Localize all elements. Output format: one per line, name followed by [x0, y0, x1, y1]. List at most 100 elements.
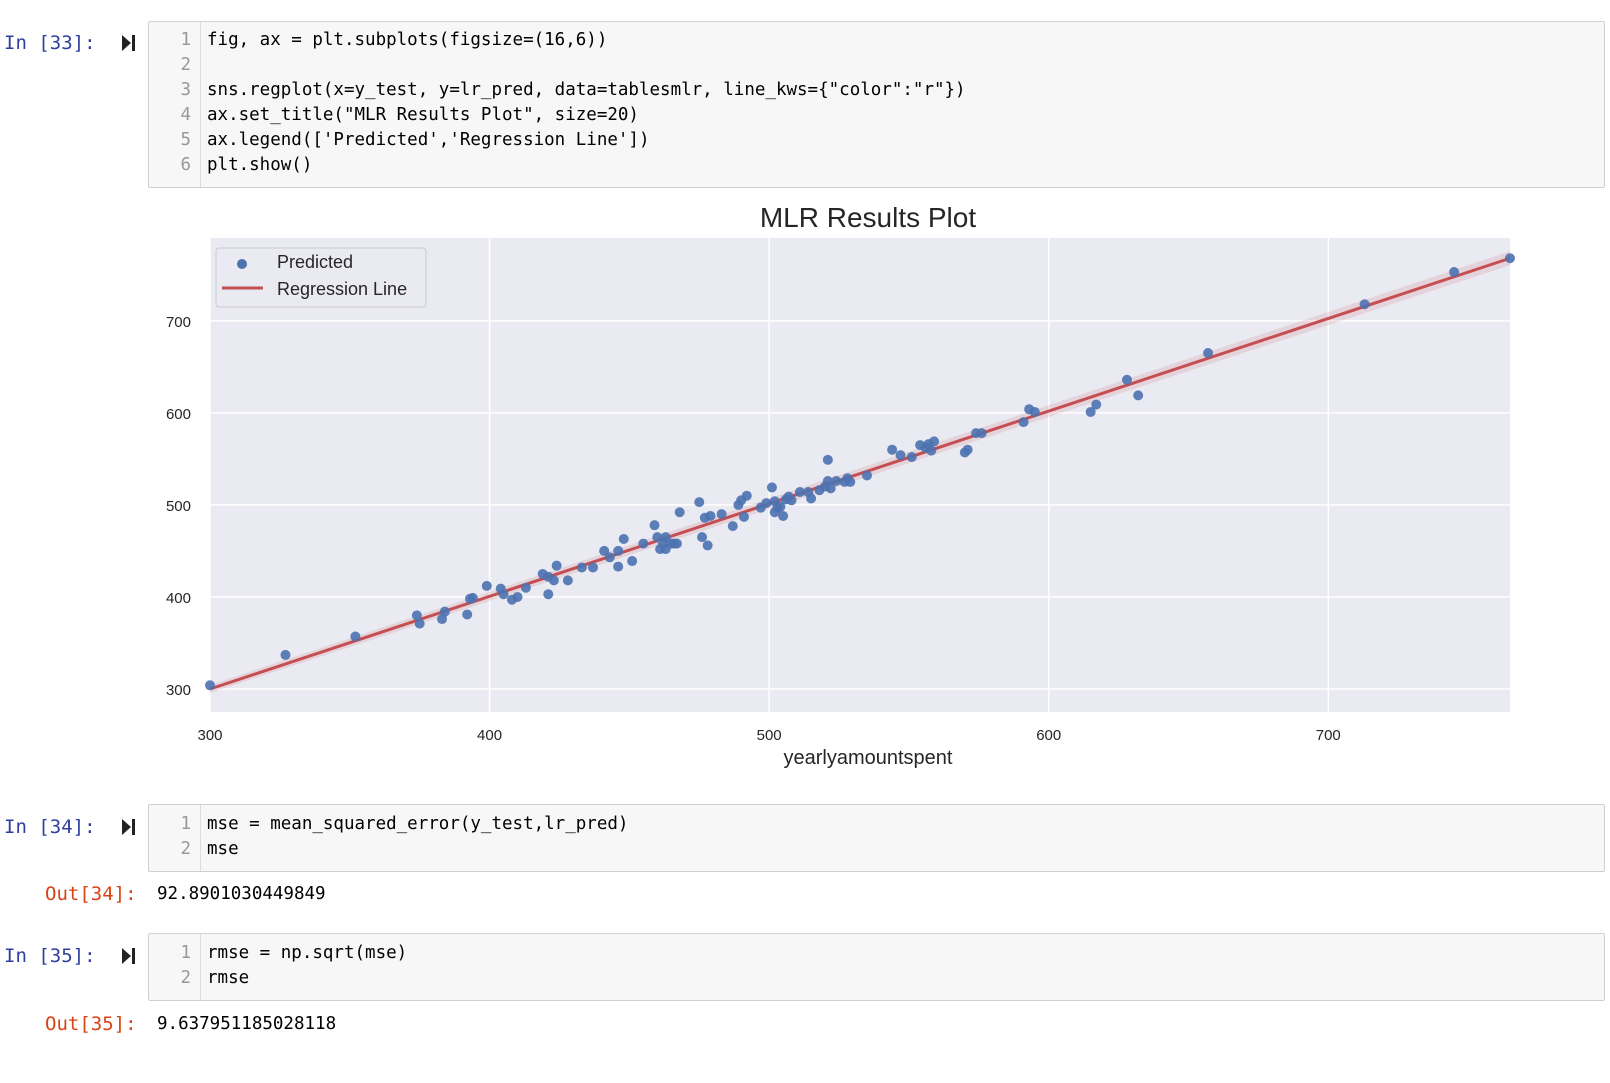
data-point — [778, 510, 789, 521]
input-prompt: In [33]: — [4, 32, 96, 54]
output-prompt: Out[34]: — [45, 883, 137, 905]
data-point — [738, 511, 749, 522]
data-point — [786, 495, 797, 506]
data-point — [727, 521, 738, 532]
data-point — [649, 520, 660, 531]
data-point — [414, 618, 425, 629]
output-prompt: Out[35]: — [45, 1013, 137, 1035]
data-point — [350, 631, 361, 642]
data-point — [660, 532, 671, 543]
gutter-separator — [200, 934, 201, 1000]
data-point — [926, 445, 937, 456]
data-point — [543, 589, 554, 600]
data-point — [205, 680, 215, 691]
data-point — [411, 610, 422, 621]
output-value: 92.8901030449849 — [157, 884, 326, 904]
code-line: 2 — [149, 55, 1604, 81]
data-point — [775, 501, 786, 512]
code-editor[interactable]: 1 fig, ax = plt.subplots(figsize=(16,6))… — [148, 21, 1605, 188]
data-point — [887, 444, 898, 455]
data-point — [1203, 348, 1214, 359]
data-point — [588, 562, 599, 573]
line-number: 2 — [180, 968, 191, 988]
data-point — [845, 476, 856, 487]
data-point — [861, 470, 872, 481]
regression-line — [209, 256, 1511, 691]
data-point — [1029, 406, 1040, 417]
code-text[interactable]: mse — [207, 839, 239, 859]
run-cell-icon[interactable] — [121, 33, 137, 53]
run-cell-icon[interactable] — [121, 946, 137, 966]
data-point — [467, 592, 478, 603]
y-tick-label: 600 — [166, 406, 191, 423]
code-editor[interactable]: 1 mse = mean_squared_error(y_test,lr_pre… — [148, 804, 1605, 872]
code-text[interactable]: rmse = np.sqrt(mse) — [207, 943, 408, 963]
legend-label-regression-line: Regression Line — [277, 279, 407, 299]
code-text[interactable]: fig, ax = plt.subplots(figsize=(16,6)) — [207, 30, 608, 50]
data-point — [761, 498, 772, 509]
code-line: 3 sns.regplot(x=y_test, y=lr_pred, data=… — [149, 80, 1604, 106]
mlr-results-chart: MLR Results Plot 300 400 500 600 700 300 400 5… — [166, 202, 1515, 769]
data-point — [462, 609, 473, 620]
data-point — [548, 575, 559, 586]
input-prompt: In [35]: — [4, 945, 96, 967]
x-tick-label: 700 — [1316, 727, 1341, 744]
data-point — [520, 582, 531, 593]
code-text[interactable]: mse = mean_squared_error(y_test,lr_pred) — [207, 814, 629, 834]
code-line: 2 mse — [149, 839, 1604, 865]
code-line: 1 rmse = np.sqrt(mse) — [149, 943, 1604, 969]
data-point — [1505, 253, 1515, 264]
data-point — [716, 509, 727, 520]
y-tick-label: 300 — [166, 682, 191, 699]
data-point — [825, 483, 836, 494]
line-number: 1 — [180, 30, 191, 50]
data-point — [562, 575, 573, 586]
line-number: 1 — [180, 814, 191, 834]
data-point — [512, 591, 523, 602]
gutter-separator — [200, 805, 201, 871]
y-tick-label: 400 — [166, 590, 191, 607]
code-text[interactable]: ax.legend(['Predicted','Regression Line'… — [207, 130, 650, 150]
data-point — [806, 493, 817, 504]
data-point — [671, 538, 682, 549]
code-text[interactable]: sns.regplot(x=y_test, y=lr_pred, data=ta… — [207, 80, 966, 100]
data-point — [498, 589, 509, 600]
code-editor[interactable]: 1 rmse = np.sqrt(mse) 2 rmse — [148, 933, 1605, 1001]
data-point — [481, 580, 492, 591]
code-line: 2 rmse — [149, 968, 1604, 994]
data-point — [604, 552, 615, 563]
x-tick-label: 300 — [197, 727, 222, 744]
line-number: 3 — [180, 80, 191, 100]
x-tick-label: 500 — [757, 727, 782, 744]
data-point — [822, 454, 833, 465]
data-point — [976, 428, 987, 439]
code-line: 1 fig, ax = plt.subplots(figsize=(16,6)) — [149, 30, 1604, 56]
x-axis-label: yearlyamountspent — [784, 747, 953, 769]
data-point — [613, 561, 624, 572]
code-text[interactable]: ax.set_title("MLR Results Plot", size=20… — [207, 105, 639, 125]
data-point — [694, 497, 705, 508]
data-point — [1121, 374, 1132, 385]
data-point — [1133, 390, 1144, 401]
line-number: 4 — [180, 105, 191, 125]
input-prompt: In [34]: — [4, 816, 96, 838]
legend-marker-predicted — [237, 259, 247, 269]
code-line: 1 mse = mean_squared_error(y_test,lr_pre… — [149, 814, 1604, 840]
data-point — [1091, 399, 1102, 410]
y-tick-label: 700 — [166, 314, 191, 331]
x-tick-label: 400 — [477, 727, 502, 744]
data-point — [674, 507, 685, 518]
data-point — [794, 487, 805, 498]
data-point — [618, 533, 629, 544]
code-text[interactable]: plt.show() — [207, 155, 313, 175]
data-point — [638, 538, 649, 549]
line-number: 2 — [180, 55, 191, 75]
data-point — [599, 545, 610, 556]
output-value: 9.637951185028118 — [157, 1014, 337, 1034]
data-point — [280, 649, 291, 660]
data-point — [613, 545, 624, 556]
code-text[interactable]: rmse — [207, 968, 250, 988]
run-cell-icon[interactable] — [121, 817, 137, 837]
legend-label-predicted: Predicted — [277, 252, 353, 272]
code-line: 6 plt.show() — [149, 155, 1604, 181]
